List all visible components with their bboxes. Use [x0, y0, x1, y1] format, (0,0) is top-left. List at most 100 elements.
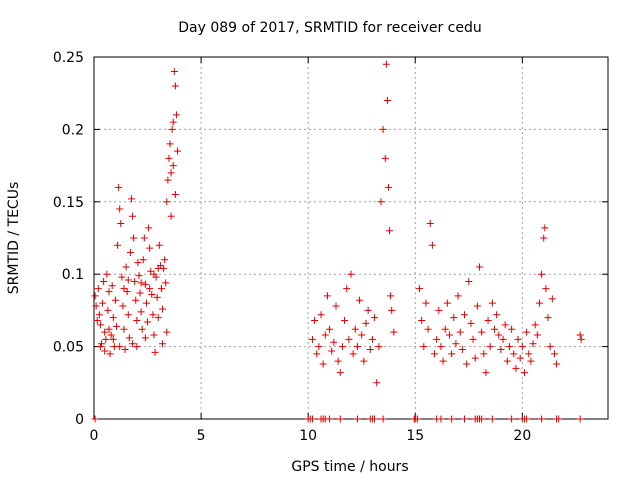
data-point [446, 331, 454, 339]
data-point [490, 325, 498, 333]
data-point [167, 212, 175, 220]
data-point [488, 415, 496, 423]
data-point [353, 415, 361, 423]
data-point [136, 289, 144, 297]
data-point [499, 335, 507, 343]
data-point [488, 299, 496, 307]
data-point [529, 340, 537, 348]
data-point [366, 345, 374, 353]
data-point [105, 325, 113, 333]
data-point [126, 248, 134, 256]
y-tick-label: 0.15 [53, 195, 84, 211]
data-point [471, 354, 479, 362]
data-point [448, 415, 456, 423]
data-point [456, 328, 464, 336]
data-point [503, 357, 511, 365]
data-point [106, 350, 114, 358]
data-point [486, 343, 494, 351]
data-point [139, 256, 147, 264]
data-point [107, 331, 115, 339]
data-point [129, 212, 137, 220]
data-point [308, 335, 316, 343]
data-point [167, 169, 175, 177]
data-point [129, 340, 137, 348]
data-point [169, 162, 177, 170]
data-point [154, 314, 162, 322]
x-tick-label: 0 [90, 428, 99, 444]
grid-lines [94, 57, 608, 419]
data-point [343, 285, 351, 293]
data-point [443, 299, 451, 307]
data-point [124, 311, 132, 319]
data-point [94, 285, 102, 293]
data-point [514, 335, 522, 343]
data-point [319, 360, 327, 368]
data-point [482, 369, 490, 377]
data-point [308, 415, 316, 423]
data-point [362, 319, 370, 327]
data-point [505, 343, 513, 351]
x-tick-label: 20 [513, 428, 531, 444]
data-point [159, 340, 167, 348]
data-point [140, 234, 148, 242]
data-point [493, 311, 501, 319]
data-point [124, 276, 132, 284]
data-point [171, 82, 179, 90]
data-point [382, 60, 390, 68]
data-point [163, 328, 171, 336]
data-point [130, 234, 138, 242]
data-point [531, 321, 539, 329]
y-tick-label: 0 [75, 412, 84, 428]
data-point [165, 154, 173, 162]
data-point [163, 198, 171, 206]
data-point [533, 331, 541, 339]
data-point [137, 279, 145, 287]
data-point [137, 308, 145, 316]
data-point [544, 314, 552, 322]
y-tick-label: 0.25 [53, 50, 84, 66]
data-point [469, 335, 477, 343]
data-point [170, 67, 178, 75]
chart-title: Day 089 of 2017, SRMTID for receiver ced… [178, 20, 481, 36]
data-point [162, 279, 170, 287]
data-point [540, 234, 548, 242]
data-points [91, 60, 585, 423]
data-point [383, 96, 391, 104]
data-point [326, 415, 334, 423]
data-point [120, 285, 128, 293]
data-point [142, 299, 150, 307]
data-point [135, 272, 143, 280]
data-point [538, 415, 546, 423]
data-point [576, 415, 584, 423]
data-point [360, 357, 368, 365]
data-point [484, 317, 492, 325]
data-point [166, 140, 174, 148]
data-point [108, 282, 116, 290]
data-point [364, 306, 372, 314]
data-point [313, 350, 321, 358]
data-point [149, 311, 157, 319]
data-point [518, 343, 526, 351]
data-point [433, 335, 441, 343]
data-point [117, 220, 125, 228]
data-point [386, 227, 394, 235]
data-point [454, 292, 462, 300]
data-point [368, 335, 376, 343]
y-axis-label: SRMTID / TECUs [6, 182, 22, 295]
data-point [141, 280, 149, 288]
data-point [159, 305, 167, 313]
data-point [465, 277, 473, 285]
data-point [555, 415, 563, 423]
data-point [116, 205, 124, 213]
data-point [336, 369, 344, 377]
data-point [112, 322, 120, 330]
plot-frame [93, 56, 609, 420]
y-tick-label: 0.1 [62, 267, 84, 283]
data-point [463, 360, 471, 368]
data-point [478, 328, 486, 336]
data-point [317, 311, 325, 319]
data-point [168, 125, 176, 133]
y-tick-label: 0.2 [62, 122, 84, 138]
data-point [150, 331, 158, 339]
